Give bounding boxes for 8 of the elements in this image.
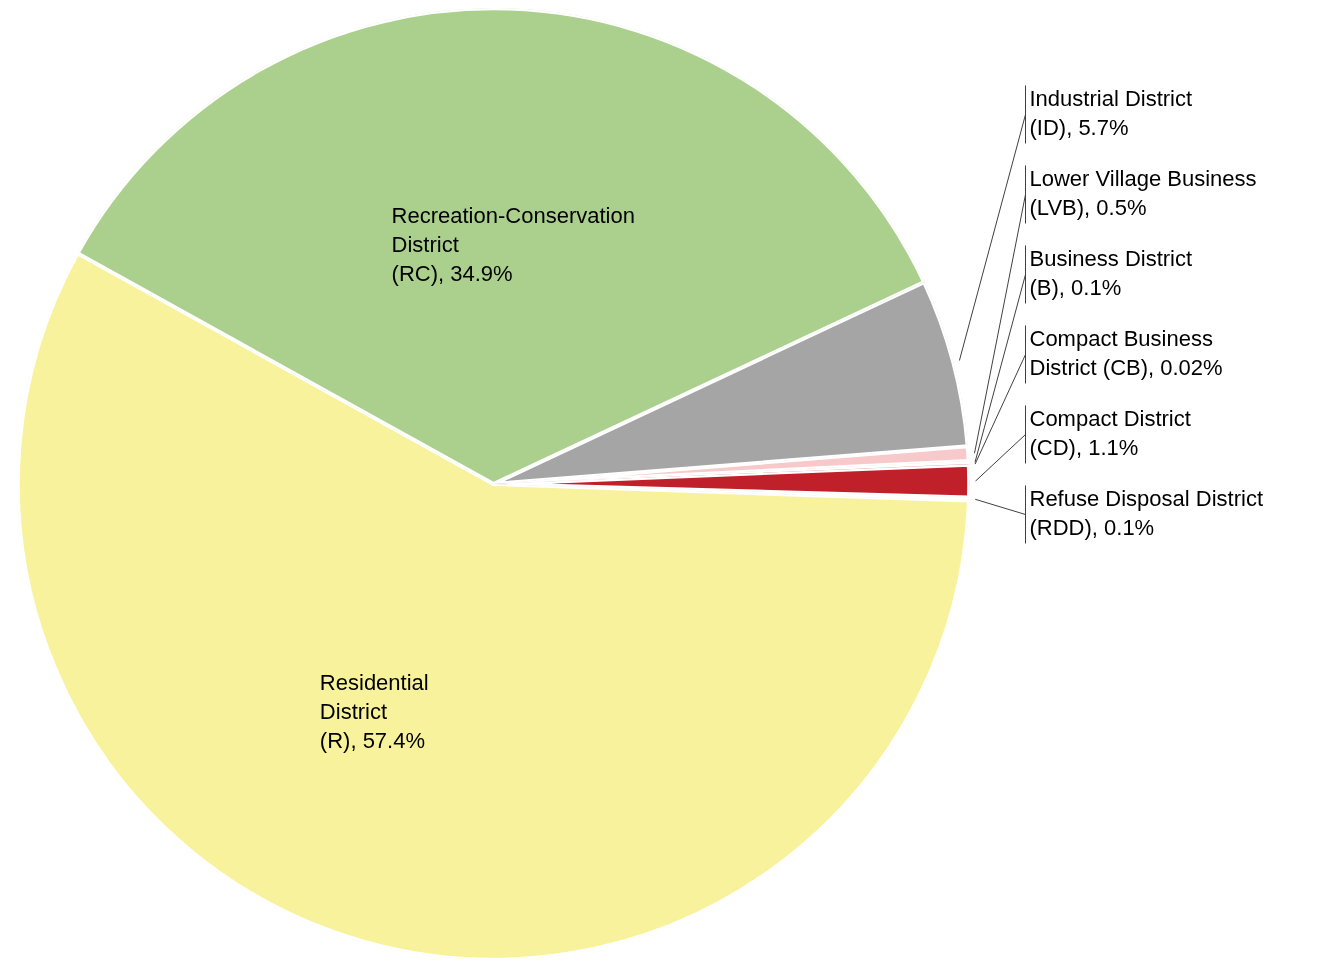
slice-label: Recreation-Conservation District (RC), 34.9% <box>391 203 635 287</box>
slice-label: Compact District (CD), 1.1% <box>1029 406 1191 461</box>
slice-label: Lower Village Business (LVB), 0.5% <box>1029 166 1257 221</box>
slice-label: Refuse Disposal District (RDD), 0.1% <box>1029 486 1264 541</box>
slice-label: Compact Business District (CB), 0.02% <box>1029 326 1223 381</box>
slice-label: Residential District (R), 57.4% <box>319 670 429 754</box>
slice-label: Business District (B), 0.1% <box>1029 246 1193 301</box>
slice-label: Industrial District (ID), 5.7% <box>1029 86 1193 141</box>
